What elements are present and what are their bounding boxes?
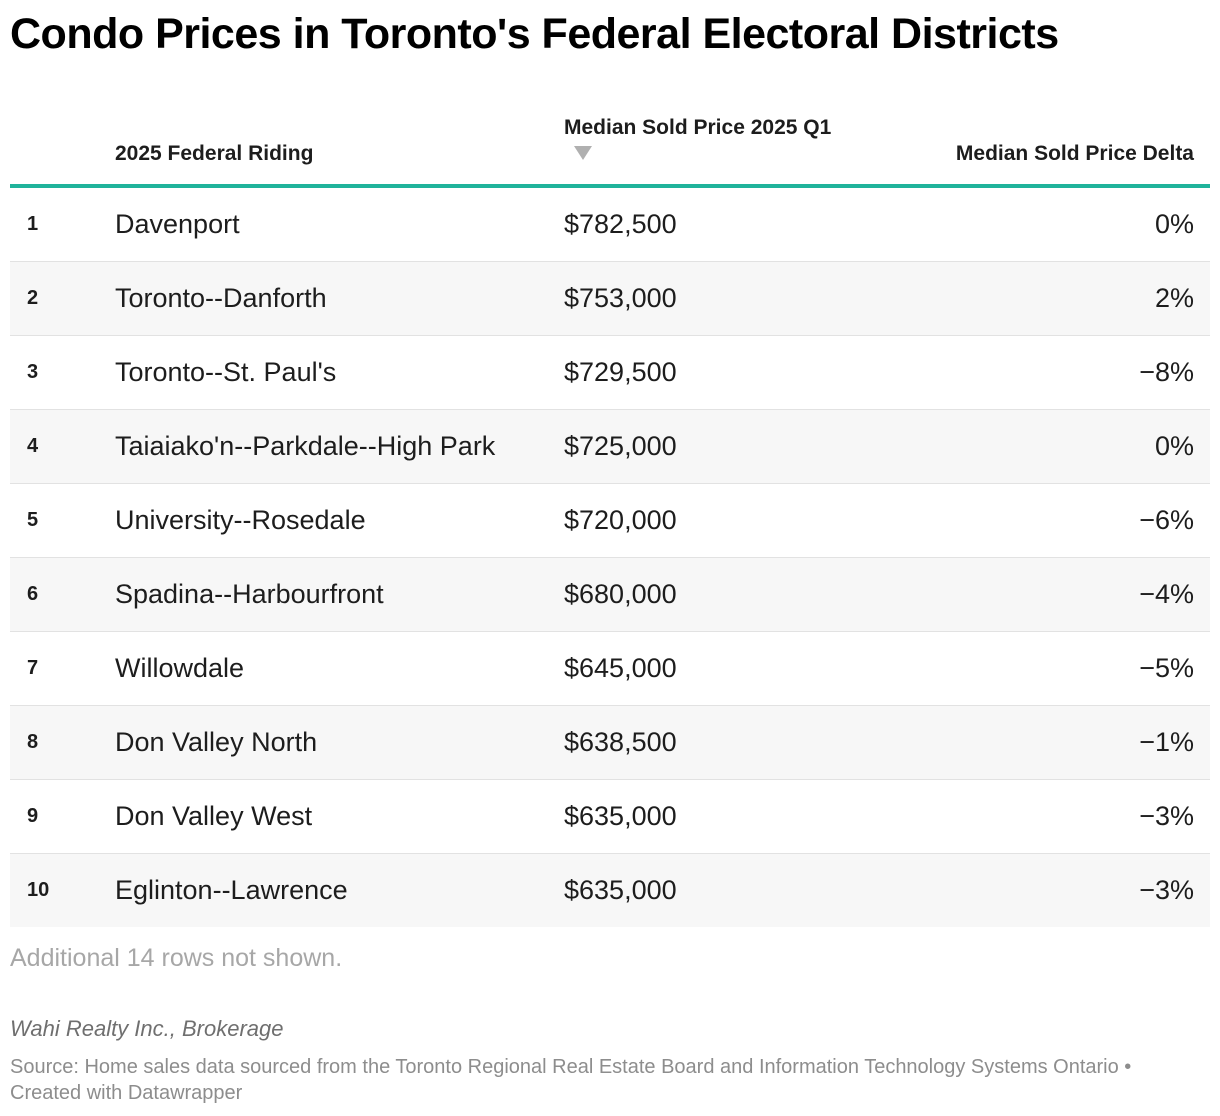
byline: Wahi Realty Inc., Brokerage bbox=[10, 1016, 284, 1041]
delta-cell: −6% bbox=[1139, 505, 1194, 535]
riding-cell: Taiaiako'n--Parkdale--High Park bbox=[115, 431, 496, 461]
riding-cell: Willowdale bbox=[115, 653, 245, 683]
riding-cell: Toronto--St. Paul's bbox=[115, 357, 337, 387]
price-cell: $782,500 bbox=[564, 209, 677, 239]
delta-cell: 0% bbox=[1154, 431, 1194, 461]
riding-cell: Eglinton--Lawrence bbox=[115, 875, 348, 905]
price-cell: $729,500 bbox=[564, 357, 677, 387]
sort-descending-icon[interactable] bbox=[574, 146, 592, 160]
rank-cell: 10 bbox=[27, 879, 50, 901]
table-row: 7 Willowdale $645,000 −5% bbox=[10, 632, 1210, 706]
table-row: 10 Eglinton--Lawrence $635,000 −3% bbox=[10, 854, 1210, 927]
delta-cell: −5% bbox=[1139, 653, 1194, 683]
table-notes: Additional 14 rows not shown. bbox=[10, 944, 343, 972]
column-header-price[interactable]: Median Sold Price 2025 Q1 bbox=[564, 116, 832, 139]
price-cell: $635,000 bbox=[564, 801, 677, 831]
source-note: Source: Home sales data sourced from the… bbox=[10, 1056, 1132, 1104]
riding-cell: Davenport bbox=[115, 209, 240, 239]
delta-cell: −3% bbox=[1139, 801, 1194, 831]
delta-cell: −4% bbox=[1139, 579, 1194, 609]
price-cell: $753,000 bbox=[564, 283, 677, 313]
price-cell: $645,000 bbox=[564, 653, 677, 683]
table-row: 6 Spadina--Harbourfront $680,000 −4% bbox=[10, 558, 1210, 632]
delta-cell: −8% bbox=[1139, 357, 1194, 387]
delta-cell: −3% bbox=[1139, 875, 1194, 905]
table-row: 1 Davenport $782,500 0% bbox=[10, 188, 1210, 262]
column-header-riding[interactable]: 2025 Federal Riding bbox=[115, 142, 314, 165]
rank-cell: 3 bbox=[27, 361, 39, 383]
price-cell: $638,500 bbox=[564, 727, 677, 757]
table-body: 1 Davenport $782,500 0% 2 Toronto--Danforth $7… bbox=[10, 188, 1210, 927]
rank-cell: 9 bbox=[27, 805, 39, 827]
price-cell: $680,000 bbox=[564, 579, 677, 609]
table-row: 9 Don Valley West $635,000 −3% bbox=[10, 780, 1210, 854]
riding-cell: Don Valley North bbox=[115, 727, 318, 757]
delta-cell: 0% bbox=[1154, 209, 1194, 239]
data-table: 2025 Federal Riding Median Sold Price 20… bbox=[10, 112, 1210, 927]
table-row: 8 Don Valley North $638,500 −1% bbox=[10, 706, 1210, 780]
riding-cell: University--Rosedale bbox=[115, 505, 366, 535]
price-cell: $725,000 bbox=[564, 431, 677, 461]
column-header-delta[interactable]: Median Sold Price Delta bbox=[955, 142, 1194, 165]
rank-cell: 1 bbox=[27, 213, 39, 235]
table-row: 2 Toronto--Danforth $753,000 2% bbox=[10, 262, 1210, 336]
rank-cell: 7 bbox=[27, 657, 39, 679]
table-row: 5 University--Rosedale $720,000 −6% bbox=[10, 484, 1210, 558]
page-title: Condo Prices in Toronto's Federal Electo… bbox=[10, 10, 1059, 58]
riding-cell: Toronto--Danforth bbox=[115, 283, 327, 313]
table-header: 2025 Federal Riding Median Sold Price 20… bbox=[10, 112, 1210, 188]
delta-cell: 2% bbox=[1154, 283, 1194, 313]
rank-cell: 8 bbox=[27, 731, 39, 753]
price-cell: $720,000 bbox=[564, 505, 677, 535]
table-row: 4 Taiaiako'n--Parkdale--High Park $725,000… bbox=[10, 410, 1210, 484]
rank-cell: 6 bbox=[27, 583, 39, 605]
riding-cell: Don Valley West bbox=[115, 801, 313, 831]
price-cell: $635,000 bbox=[564, 875, 677, 905]
table-row: 3 Toronto--St. Paul's $729,500 −8% bbox=[10, 336, 1210, 410]
delta-cell: −1% bbox=[1139, 727, 1194, 757]
rank-cell: 5 bbox=[27, 509, 39, 531]
rank-cell: 4 bbox=[27, 435, 39, 457]
rank-cell: 2 bbox=[27, 287, 39, 309]
riding-cell: Spadina--Harbourfront bbox=[115, 579, 384, 609]
